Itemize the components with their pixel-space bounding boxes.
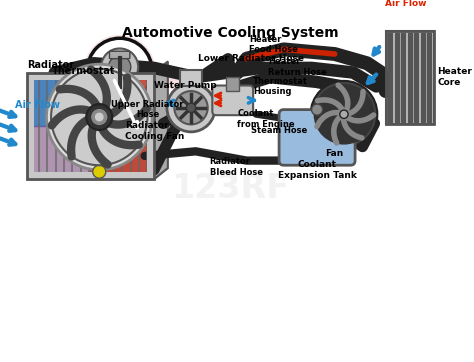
Bar <box>180 70 202 87</box>
Circle shape <box>84 35 155 106</box>
Circle shape <box>96 113 103 121</box>
Circle shape <box>314 85 374 144</box>
Bar <box>146 72 154 179</box>
Text: Thermostat
Housing: Thermostat Housing <box>253 77 308 96</box>
Text: Lower Radiator Hose: Lower Radiator Hose <box>198 54 304 63</box>
Text: Heater
Return Hose: Heater Return Hose <box>268 57 327 77</box>
Text: Coolant
Expansion Tank: Coolant Expansion Tank <box>278 160 356 180</box>
Bar <box>29 78 90 126</box>
Circle shape <box>311 104 323 115</box>
Text: Upper Radiator
Hose: Upper Radiator Hose <box>111 100 184 119</box>
Text: Coolant
from Engine: Coolant from Engine <box>237 109 295 129</box>
Text: Radiator: Radiator <box>27 60 74 70</box>
Circle shape <box>51 69 147 165</box>
Bar <box>414 33 418 122</box>
Bar <box>90 77 151 174</box>
Bar <box>395 33 399 122</box>
Text: Air Flow: Air Flow <box>385 0 427 8</box>
Text: Heater
Food Hose: Heater Food Hose <box>249 35 298 54</box>
Circle shape <box>109 56 131 78</box>
Text: Thermostat: Thermostat <box>52 66 115 76</box>
Circle shape <box>93 165 106 178</box>
Text: Radiator
Cooling Fan: Radiator Cooling Fan <box>125 121 184 140</box>
Bar <box>27 172 154 179</box>
Bar <box>27 72 154 80</box>
Text: Automotive Cooling System: Automotive Cooling System <box>122 26 338 40</box>
Text: 123RF: 123RF <box>171 172 289 205</box>
Text: Air Flow: Air Flow <box>15 100 60 110</box>
FancyBboxPatch shape <box>212 85 253 115</box>
Circle shape <box>101 49 138 85</box>
Polygon shape <box>147 63 218 108</box>
Text: Steam Hose: Steam Hose <box>251 126 307 135</box>
Bar <box>27 72 154 179</box>
Text: Fan: Fan <box>326 149 344 158</box>
Polygon shape <box>154 62 168 179</box>
Text: Heater
Core: Heater Core <box>438 67 473 87</box>
Circle shape <box>92 110 107 125</box>
Circle shape <box>174 91 208 125</box>
Circle shape <box>310 81 377 148</box>
Bar <box>226 77 239 91</box>
Bar <box>27 72 35 179</box>
Polygon shape <box>27 168 168 179</box>
Bar <box>386 31 434 123</box>
Bar <box>421 33 425 122</box>
Bar <box>408 33 411 122</box>
Bar <box>428 33 431 122</box>
Bar <box>27 72 154 179</box>
Circle shape <box>186 103 196 112</box>
FancyBboxPatch shape <box>279 110 355 165</box>
Bar <box>389 33 392 122</box>
FancyBboxPatch shape <box>109 51 130 59</box>
Polygon shape <box>386 31 434 123</box>
Bar <box>401 33 405 122</box>
Circle shape <box>46 64 152 170</box>
Circle shape <box>86 104 112 130</box>
Circle shape <box>87 38 152 103</box>
Circle shape <box>341 111 347 117</box>
Text: Radiator
Bleed Hose: Radiator Bleed Hose <box>210 157 263 177</box>
Text: Water Pump: Water Pump <box>154 81 217 90</box>
Circle shape <box>167 84 215 132</box>
Bar <box>29 126 90 174</box>
Circle shape <box>338 109 349 120</box>
